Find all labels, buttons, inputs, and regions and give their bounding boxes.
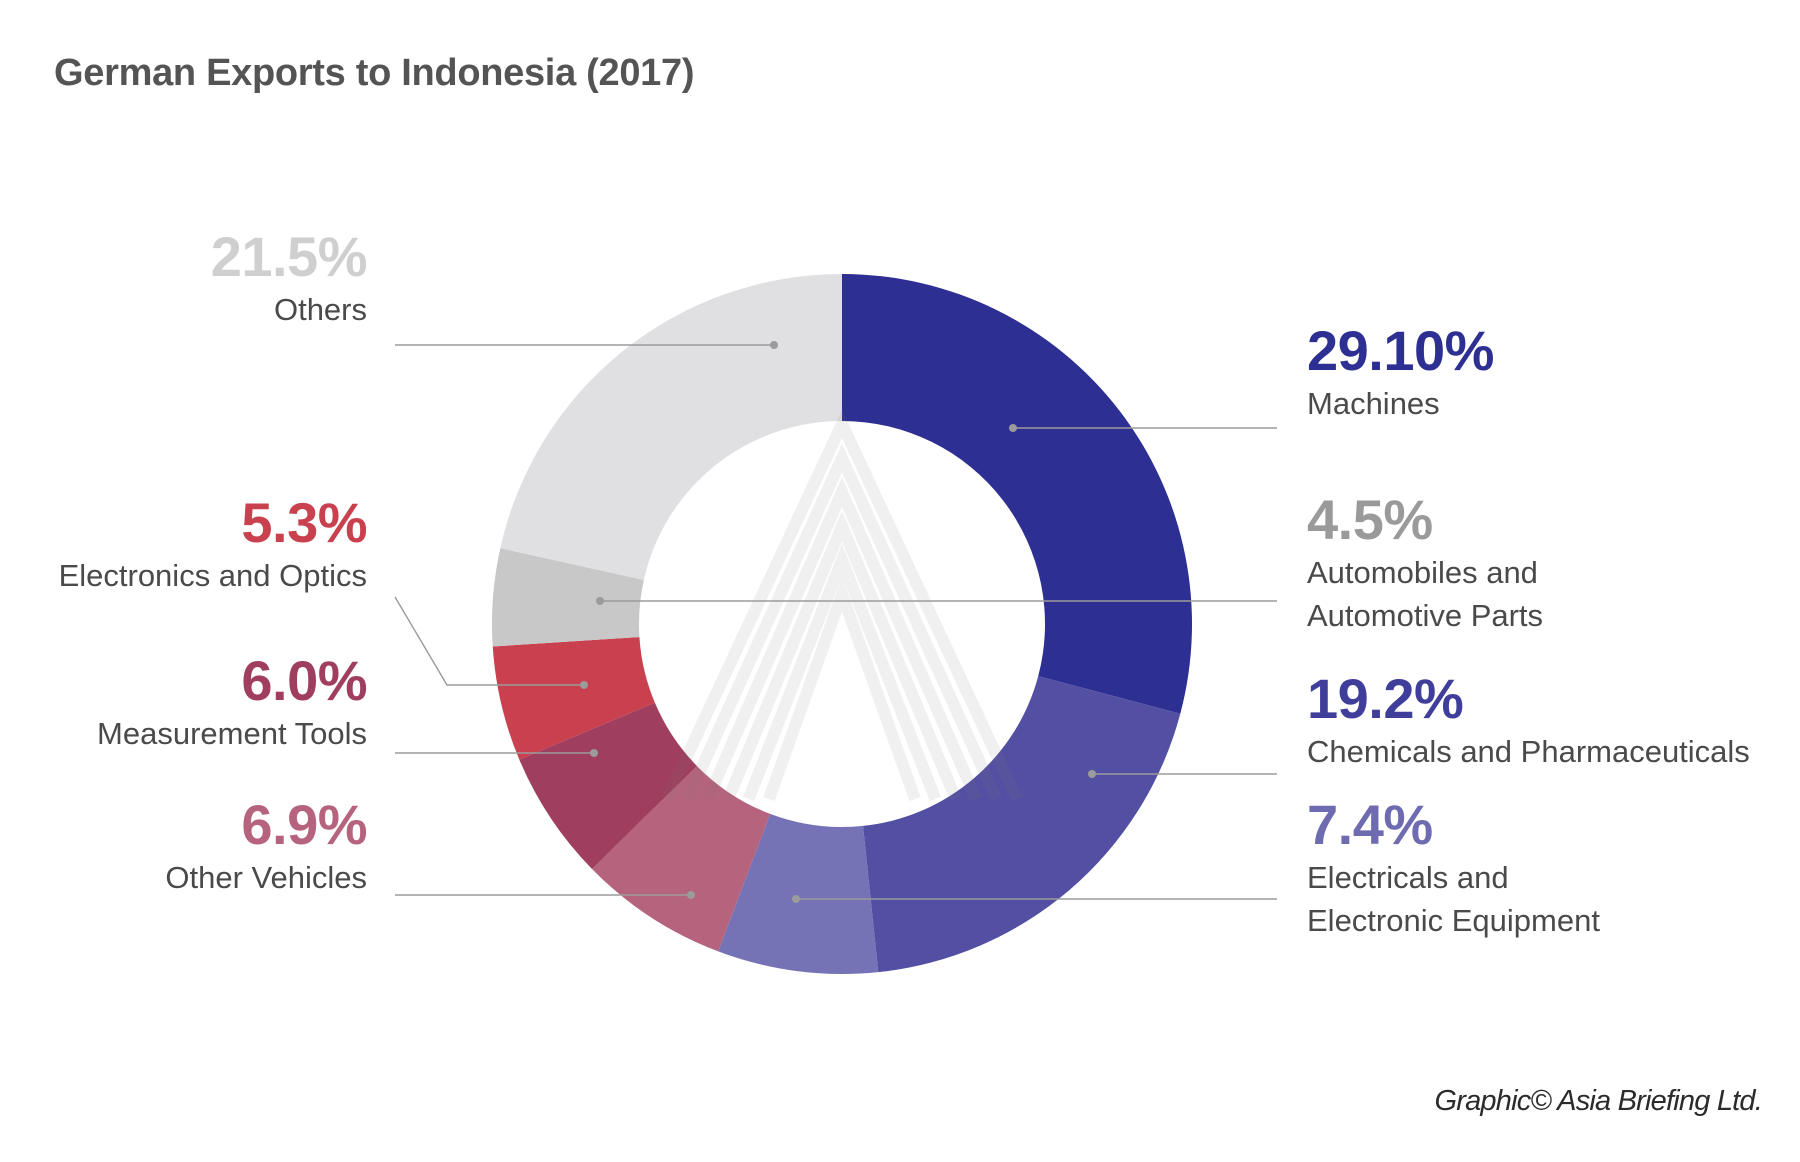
label-other-vehicles: 6.9% Other Vehicles (0, 794, 367, 899)
pct-label-electronics-and-optics: 5.3% (241, 491, 367, 554)
watermark-chevron (743, 543, 941, 802)
slice-measurement-tools (519, 702, 697, 869)
category-label-measurement-tools: Measurement Tools (97, 716, 367, 751)
watermark-chevron (702, 477, 982, 802)
label-electronics-and-optics: 5.3% Electronics and Optics (0, 491, 368, 597)
slice-automobiles-and-automotive-parts (492, 548, 644, 647)
chart-title: German Exports to Indonesia (2017) (54, 52, 695, 94)
label-electricals-and-electronic-equipment: 7.4% Electricals and Electronic Equipment (1307, 794, 1800, 942)
donut-slices (492, 274, 1192, 974)
pct-label-machines: 29.10% (1307, 319, 1494, 382)
label-automobiles-and-automotive-parts: 4.5% Automobiles and Automotive Parts (1307, 489, 1800, 637)
slice-electricals-and-electronic-equipment (718, 813, 879, 974)
category-label-others: Others (273, 292, 367, 327)
category-label-other-vehicles: Other Vehicles (165, 860, 367, 895)
category-label-electricals-and-electronic-equipment: Electronic Equipment (1307, 903, 1600, 938)
pct-label-other-vehicles: 6.9% (241, 793, 367, 856)
leader-line-electronics-and-optics (394, 596, 584, 686)
category-label-electricals-and-electronic-equipment: Electricals and (1307, 860, 1509, 895)
slice-chemicals-and-pharmaceuticals (863, 676, 1181, 973)
leader-dot-other-vehicles (687, 891, 695, 899)
leader-dot-automobiles-and-automotive-parts (596, 597, 604, 605)
leader-dot-chemicals-and-pharmaceuticals (1088, 770, 1096, 778)
leader-dot-machines (1009, 424, 1017, 432)
category-label-electronics-and-optics: Electronics and Optics (58, 558, 367, 593)
credit-text: Graphic© Asia Briefing Ltd. (1434, 1085, 1762, 1117)
watermark-chevron (661, 409, 1023, 802)
label-chemicals-and-pharmaceuticals: 19.2% Chemicals and Pharmaceuticals (1307, 668, 1800, 773)
slice-machines (842, 274, 1192, 714)
category-label-automobiles-and-automotive-parts: Automotive Parts (1307, 598, 1544, 633)
label-machines: 29.10% Machines (1307, 320, 1800, 425)
leader-lines (394, 341, 1277, 903)
pct-label-automobiles-and-automotive-parts: 4.5% (1307, 488, 1433, 551)
watermark-chevron (681, 443, 1003, 802)
category-label-chemicals-and-pharmaceuticals: Chemicals and Pharmaceuticals (1307, 734, 1750, 769)
label-measurement-tools: 6.0% Measurement Tools (0, 650, 367, 755)
slice-other-vehicles (591, 766, 771, 952)
slice-others (500, 274, 842, 580)
category-label-automobiles-and-automotive-parts: Automobiles and (1307, 555, 1538, 590)
pct-label-measurement-tools: 6.0% (241, 649, 367, 712)
watermark-chevron (722, 510, 962, 802)
watermark-logo (661, 409, 1023, 802)
leader-dot-electronics-and-optics (580, 681, 588, 689)
leader-dot-others (770, 341, 778, 349)
pct-label-electricals-and-electronic-equipment: 7.4% (1307, 793, 1433, 856)
leader-dot-electricals-and-electronic-equipment (792, 895, 800, 903)
watermark-chevron (763, 576, 921, 802)
label-others: 21.5% Others (0, 225, 368, 331)
category-label-machines: Machines (1307, 386, 1440, 421)
slice-electronics-and-optics (492, 637, 655, 760)
pct-label-chemicals-and-pharmaceuticals: 19.2% (1307, 667, 1464, 730)
pct-label-others: 21.5% (210, 225, 368, 288)
leader-dot-measurement-tools (590, 749, 598, 757)
